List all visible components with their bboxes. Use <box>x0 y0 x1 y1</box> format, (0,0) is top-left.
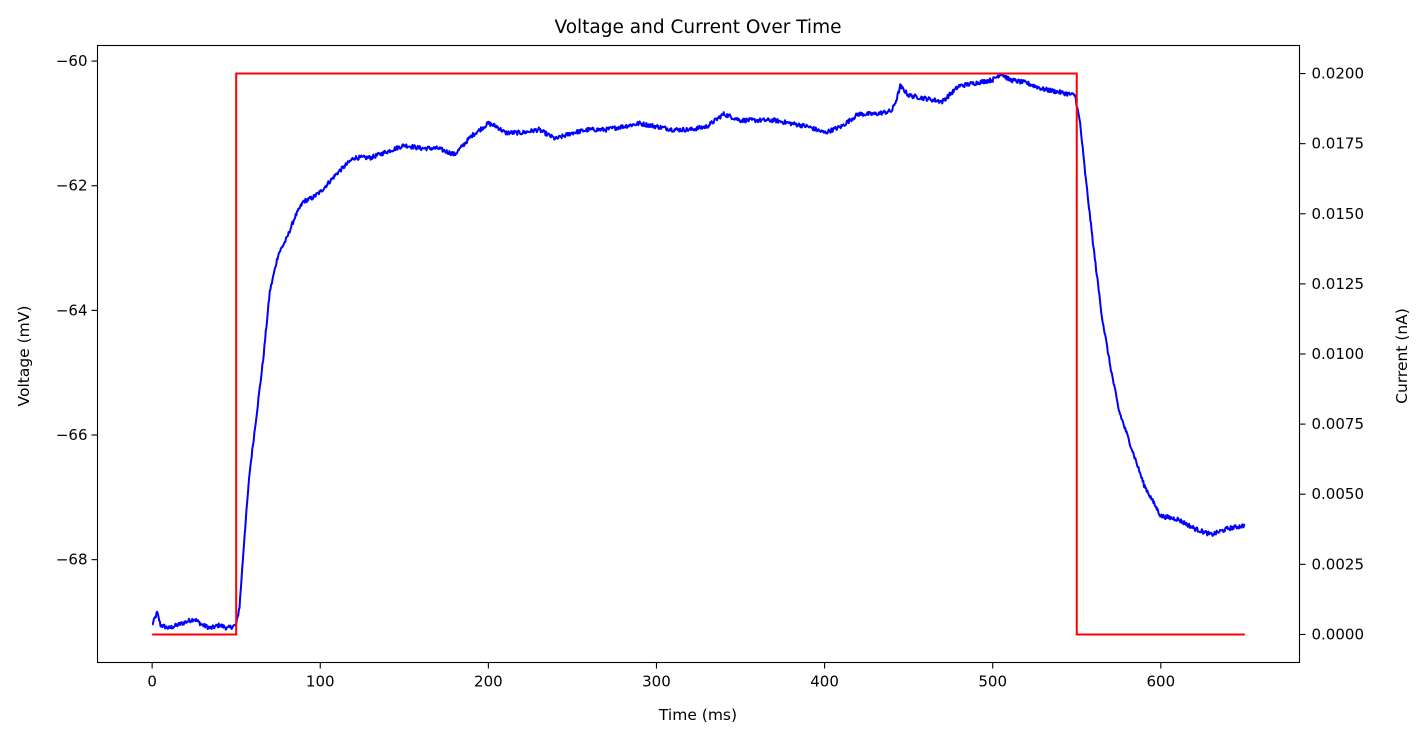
right-y-tick-label: 0.0000 <box>1312 625 1365 643</box>
x-tick-label: 400 <box>810 673 839 691</box>
left-y-tick-label: −60 <box>56 52 88 70</box>
right-y-tick-label: 0.0050 <box>1312 485 1365 503</box>
left-y-tick-label: −62 <box>56 177 88 195</box>
x-tick-label: 500 <box>978 673 1007 691</box>
right-y-tick-label: 0.0200 <box>1312 65 1365 83</box>
left-y-tick-label: −66 <box>56 426 88 444</box>
right-y-tick-label: 0.0100 <box>1312 345 1365 363</box>
right-y-tick-label: 0.0175 <box>1312 135 1365 153</box>
right-y-axis-label: Current (nA) <box>1393 308 1411 404</box>
left-y-tick-label: −68 <box>56 551 88 569</box>
right-y-tick-label: 0.0025 <box>1312 555 1365 573</box>
x-tick-label: 200 <box>474 673 503 691</box>
left-y-axis-label: Voltage (mV) <box>15 306 33 407</box>
right-y-tick-label: 0.0075 <box>1312 415 1365 433</box>
x-tick-label: 300 <box>642 673 671 691</box>
right-y-axis-ticks: 0.0200 0.0175 0.0150 0.0125 0.0100 0.0075 0.00… <box>1299 65 1365 643</box>
left-y-tick-label: −64 <box>56 301 88 319</box>
x-tick-label: 600 <box>1146 673 1175 691</box>
axes-frame <box>96 44 1301 664</box>
right-y-tick-label: 0.0150 <box>1312 205 1365 223</box>
left-y-axis-ticks: −60 −62 −64 −66 −68 <box>56 52 98 569</box>
x-tick-label: 0 <box>147 673 157 691</box>
x-axis-label: Time (ms) <box>658 706 737 724</box>
chart-title: Voltage and Current Over Time <box>555 17 842 38</box>
plot-area <box>151 72 1246 636</box>
voltage-series-line <box>151 73 1246 631</box>
x-tick-label: 100 <box>306 673 335 691</box>
x-axis-ticks: 0 100 200 300 400 500 600 <box>147 662 1175 691</box>
right-y-tick-label: 0.0125 <box>1312 275 1365 293</box>
current-series-line <box>152 72 1245 636</box>
